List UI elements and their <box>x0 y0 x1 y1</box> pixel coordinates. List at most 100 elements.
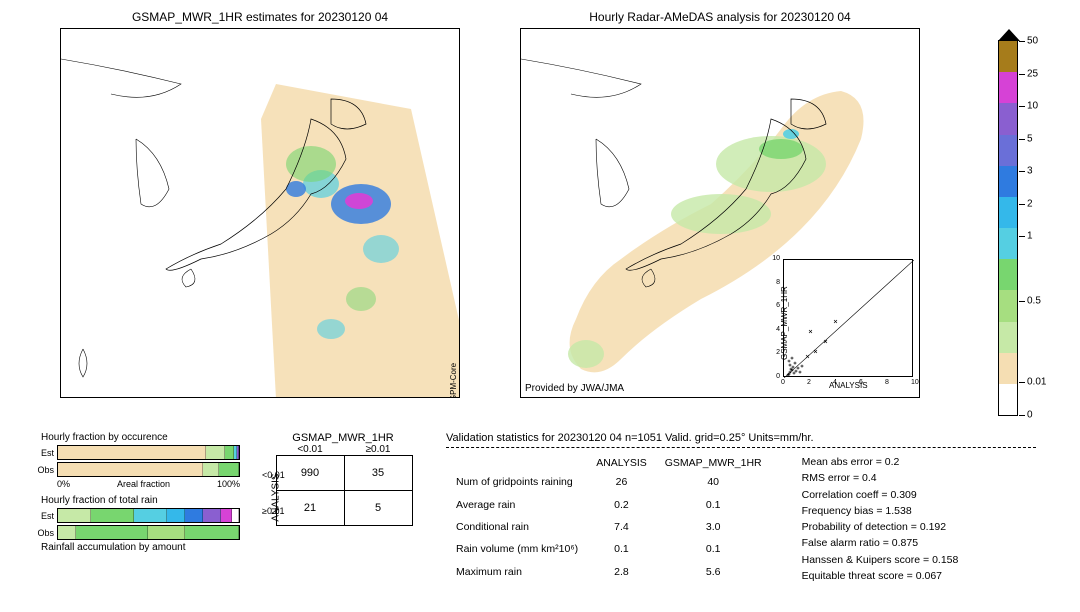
left-map-title: GSMAP_MWR_1HR estimates for 20230120 04 <box>60 10 460 24</box>
colorbar-tick-label: 2 <box>1027 198 1033 209</box>
validation-stats: Mean abs error = 0.2RMS error = 0.4Corre… <box>802 454 959 584</box>
table-row: Maximum rain2.85.6 <box>448 562 770 582</box>
colorbar-segment <box>999 197 1017 228</box>
stat-line: Equitable threat score = 0.067 <box>802 568 959 584</box>
validation-title: Validation statistics for 20230120 04 n=… <box>446 432 1036 448</box>
fraction-segment <box>167 509 185 522</box>
fraction-segment <box>203 463 219 476</box>
colorbar-tick <box>1019 382 1025 383</box>
occ-axis-0: 0% <box>57 479 70 489</box>
vt-a: 2.8 <box>588 562 655 582</box>
vt-b: 0.1 <box>657 539 770 559</box>
fraction-segment <box>58 526 76 539</box>
stat-line: Correlation coeff = 0.309 <box>802 487 959 503</box>
colorbar-segment <box>999 72 1017 103</box>
fraction-segment <box>185 526 239 539</box>
vt-label: Average rain <box>448 494 586 514</box>
provided-by-label: Provided by JWA/JMA <box>525 383 624 394</box>
occ-axis-1: Areal fraction <box>117 479 170 489</box>
fraction-segment <box>76 526 148 539</box>
fraction-segment <box>206 446 224 459</box>
fraction-bar-row: Est <box>35 445 240 460</box>
inset-y-tick: 6 <box>776 302 780 309</box>
colorbar-segment <box>999 103 1017 134</box>
stat-line: False alarm ratio = 0.875 <box>802 535 959 551</box>
fraction-panel: Hourly fraction by occurence EstObs 0% A… <box>35 432 240 584</box>
stat-label: Equitable threat score = <box>802 570 913 582</box>
inset-y-tick: 4 <box>776 326 780 333</box>
stat-line: Probability of detection = 0.192 <box>802 519 959 535</box>
ct-row-1: ≥0.01 <box>262 506 284 516</box>
fraction-bar-row: Est <box>35 508 240 523</box>
ct-col-1: ≥0.01 <box>344 444 412 455</box>
colorbar-segment <box>999 384 1017 415</box>
satellite-label: GPM-CoreGMI <box>449 363 460 398</box>
colorbar-segment <box>999 353 1017 384</box>
totalrain-footer: Rainfall accumulation by amount <box>35 542 240 553</box>
fraction-bar-label: Est <box>35 511 57 521</box>
fraction-segment <box>58 463 203 476</box>
colorbar-segment <box>999 135 1017 166</box>
stat-line: Mean abs error = 0.2 <box>802 454 959 470</box>
ct-col-0: <0.01 <box>276 444 344 455</box>
inset-x-tick: 8 <box>885 379 889 386</box>
stat-line: Hanssen & Kuipers score = 0.158 <box>802 552 959 568</box>
ct-cell-00: 990 <box>276 455 345 491</box>
colorbar-tick-label: 0.01 <box>1027 377 1046 388</box>
vt-a: 0.1 <box>588 539 655 559</box>
fraction-segment <box>148 526 184 539</box>
fraction-bar-label: Obs <box>35 528 57 538</box>
fraction-segment <box>58 446 206 459</box>
vt-label: Rain volume (mm km²10⁶) <box>448 539 586 559</box>
contingency-title: GSMAP_MWR_1HR <box>258 432 428 444</box>
colorbar-tick <box>1019 139 1025 140</box>
colorbar-segment <box>999 259 1017 290</box>
colorbar-segment <box>999 166 1017 197</box>
colorbar-tick-label: 10 <box>1027 101 1038 112</box>
stat-label: Mean abs error = <box>802 456 882 468</box>
table-row: Conditional rain7.43.0 <box>448 517 770 537</box>
colorbar-tick <box>1019 204 1025 205</box>
colorbar-tick <box>1019 171 1025 172</box>
stat-label: RMS error = <box>802 472 859 484</box>
ct-cell-11: 5 <box>344 490 413 526</box>
fraction-segment <box>58 509 91 522</box>
validation-table: ANALYSISGSMAP_MWR_1HR Num of gridpoints … <box>446 454 772 584</box>
vt-col-b: GSMAP_MWR_1HR <box>657 456 770 470</box>
colorbar-tick <box>1019 301 1025 302</box>
colorbar: 50251053210.50.010 <box>998 40 1018 416</box>
colorbar-segment <box>999 322 1017 353</box>
fraction-segment <box>219 463 239 476</box>
colorbar-segment <box>999 228 1017 259</box>
table-row: Num of gridpoints raining2640 <box>448 472 770 492</box>
colorbar-tick <box>1019 106 1025 107</box>
occurrence-bars: EstObs <box>35 445 240 477</box>
right-map-panel: Hourly Radar-AMeDAS analysis for 2023012… <box>520 10 920 398</box>
inset-x-tick: 4 <box>833 379 837 386</box>
inset-y-tick: 10 <box>772 255 780 262</box>
inset-y-tick: 8 <box>776 279 780 286</box>
inset-y-tick: 2 <box>776 349 780 356</box>
stat-value: 0.2 <box>882 456 900 468</box>
inset-x-tick: 6 <box>859 379 863 386</box>
table-row: Rain volume (mm km²10⁶)0.10.1 <box>448 539 770 559</box>
inset-y-tick: 0 <box>776 373 780 380</box>
fraction-bar <box>57 525 240 540</box>
inset-ylabel: GSMAP_MWR_1HR <box>780 286 789 360</box>
vt-a: 26 <box>588 472 655 492</box>
left-map-panel: GSMAP_MWR_1HR estimates for 20230120 04 <box>60 10 460 398</box>
colorbar-tick <box>1019 74 1025 75</box>
colorbar-tick <box>1019 415 1025 416</box>
colorbar-segment <box>999 41 1017 72</box>
colorbar-tick-label: 5 <box>1027 133 1033 144</box>
fraction-bar <box>57 462 240 477</box>
stat-value: 0.309 <box>888 489 917 501</box>
stat-label: Hanssen & Kuipers score = <box>802 554 930 566</box>
vt-a: 0.2 <box>588 494 655 514</box>
right-map-title: Hourly Radar-AMeDAS analysis for 2023012… <box>520 10 920 24</box>
vt-b: 0.1 <box>657 494 770 514</box>
stat-value: 0.875 <box>889 537 918 549</box>
colorbar-tick <box>1019 41 1025 42</box>
fraction-segment <box>225 446 234 459</box>
totalrain-bars: Est Obs <box>35 508 240 540</box>
